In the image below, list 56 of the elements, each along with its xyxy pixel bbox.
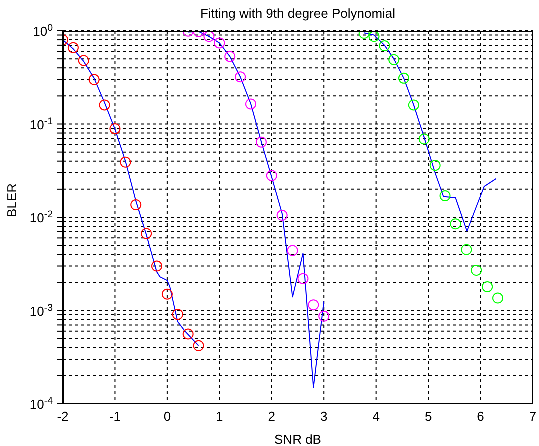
point bbox=[440, 190, 451, 202]
point bbox=[162, 288, 173, 300]
x-tick-label: 0 bbox=[164, 409, 172, 424]
point bbox=[450, 218, 462, 230]
point bbox=[78, 55, 90, 66]
chart-title: Fitting with 9th degree Polynomial bbox=[199, 6, 397, 21]
x-tick-label: -2 bbox=[57, 409, 69, 424]
point bbox=[256, 136, 267, 148]
x-tick-label: 2 bbox=[268, 409, 276, 424]
y-tick-label: 10$^{-4}$ bbox=[30, 396, 54, 412]
point bbox=[287, 245, 298, 256]
point bbox=[408, 100, 420, 111]
point bbox=[398, 72, 410, 84]
point bbox=[182, 328, 194, 340]
x-tick-label: 5 bbox=[424, 409, 432, 424]
point bbox=[193, 340, 204, 352]
point bbox=[276, 210, 288, 222]
x-axis-title: SNR dB bbox=[274, 432, 322, 446]
point bbox=[308, 300, 320, 311]
point bbox=[246, 98, 256, 110]
point bbox=[120, 156, 132, 168]
point bbox=[388, 54, 400, 66]
point bbox=[141, 228, 152, 240]
point bbox=[430, 160, 441, 172]
x-tick-label: 3 bbox=[320, 409, 328, 424]
point bbox=[110, 123, 121, 134]
point bbox=[204, 31, 215, 42]
point bbox=[68, 42, 79, 54]
point bbox=[379, 40, 390, 52]
y-axis-title: BLER bbox=[4, 184, 20, 218]
y-tick-label: 10$^{-1}$ bbox=[30, 116, 53, 132]
point bbox=[130, 200, 142, 211]
x-tick-label: -1 bbox=[109, 409, 122, 424]
x-tick-label: 7 bbox=[529, 409, 537, 424]
point bbox=[99, 100, 110, 111]
point bbox=[492, 292, 504, 304]
point bbox=[88, 74, 100, 86]
point bbox=[368, 31, 380, 42]
y-tick-label: 10$^{-2}$ bbox=[30, 209, 53, 226]
y-tick-label: 10$^{0}$ bbox=[33, 22, 54, 39]
x-tick-label: 4 bbox=[372, 409, 380, 424]
point bbox=[318, 310, 330, 322]
point bbox=[418, 134, 430, 145]
point bbox=[471, 265, 482, 276]
point bbox=[461, 244, 472, 256]
point bbox=[152, 260, 162, 272]
point bbox=[224, 51, 236, 62]
point bbox=[235, 72, 246, 83]
point bbox=[266, 170, 278, 182]
point bbox=[482, 281, 494, 292]
x-tick-label: 6 bbox=[477, 409, 484, 424]
point bbox=[298, 273, 309, 284]
point bbox=[172, 309, 184, 320]
point bbox=[214, 38, 226, 49]
y-tick-label: 10$^{-3}$ bbox=[30, 302, 53, 319]
x-tick-label: 1 bbox=[216, 409, 224, 424]
